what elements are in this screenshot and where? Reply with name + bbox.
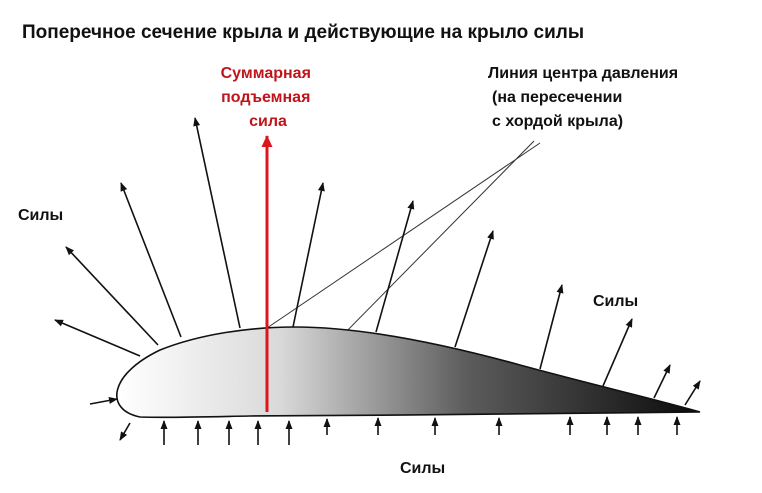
force-arrow <box>65 246 159 346</box>
force-arrow <box>653 364 671 399</box>
forces-label-bottom: Силы <box>400 460 445 477</box>
pressure-center-line-2: (на пересечении <box>492 89 622 106</box>
forces-label-left: Силы <box>18 207 63 224</box>
force-arrow <box>54 319 141 357</box>
force-arrow <box>602 318 633 387</box>
force-arrow <box>684 380 701 406</box>
total-lift-label: Суммарная подъемная сила <box>221 65 316 130</box>
force-arrow <box>292 182 325 328</box>
force-arrow <box>454 230 494 348</box>
diagram-title: Поперечное сечение крыла и действующие н… <box>22 22 584 43</box>
force-arrow <box>375 200 415 333</box>
force-arrow <box>193 117 241 329</box>
force-arrow <box>119 422 131 441</box>
lift-label-line-1: Суммарная <box>221 65 311 82</box>
force-arrow <box>539 284 564 370</box>
pressure-center-line-1: Линия центра давления <box>488 65 678 82</box>
forces-label-right: Силы <box>593 293 638 310</box>
lift-label-line-2: подъемная <box>221 89 310 106</box>
force-arrow-incoming <box>89 397 118 405</box>
leading-edge-arrows <box>89 397 131 441</box>
lift-label-line-3: сила <box>249 113 287 130</box>
force-arrow <box>120 182 182 338</box>
lower-force-arrows <box>160 416 681 445</box>
pressure-center-line-3: с хордой крыла) <box>492 113 623 130</box>
pressure-center-label: Линия центра давления (на пересечении с … <box>488 65 683 130</box>
airfoil-cross-section <box>116 326 701 419</box>
upper-force-arrows <box>54 117 701 406</box>
